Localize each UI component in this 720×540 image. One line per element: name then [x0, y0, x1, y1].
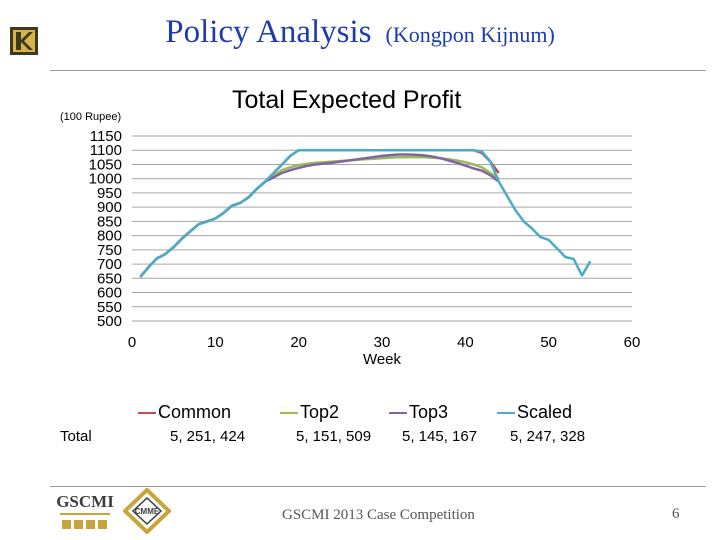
y-tick-label: 850: [97, 213, 122, 230]
legend-swatch-common: [138, 411, 156, 414]
total-scaled: 5, 247, 328: [510, 428, 586, 445]
y-tick-label: 600: [97, 285, 122, 302]
total-top3: 5, 145, 167: [402, 428, 478, 445]
slide-title-row: Policy Analysis (Kongpon Kijnum): [0, 14, 720, 51]
page-number: 6: [672, 506, 680, 522]
header-divider: [50, 70, 706, 71]
legend-label-top3: Top3: [409, 402, 449, 422]
x-tick-label: 40: [457, 334, 474, 351]
chart-title: Total Expected Profit: [232, 86, 462, 114]
legend-label-top2: Top2: [300, 402, 340, 422]
y-tick-label: 550: [97, 299, 122, 316]
series-line-common: [139, 148, 500, 278]
y-tick-label: 750: [97, 242, 122, 259]
footer-text: GSCMI 2013 Case Competition: [282, 507, 475, 523]
legend-label-scaled: Scaled: [517, 402, 573, 422]
legend-swatch-top2: [280, 411, 298, 414]
x-axis-ticks: 0 10 20 30 40 50 60: [128, 334, 641, 351]
y-tick-label: 700: [97, 256, 122, 273]
gscmi-logo: GSCMI: [56, 492, 114, 529]
y-tick-label: 950: [97, 185, 122, 202]
gscmi-logo-text: GSCMI: [56, 492, 114, 511]
slide-title: Policy Analysis: [165, 14, 372, 50]
y-tick-label: 650: [97, 270, 122, 287]
legend-common: Common: [138, 402, 231, 423]
footer-divider: [50, 486, 706, 487]
y-tick-label: 1000: [89, 171, 122, 188]
y-axis-ticks: 1150110010501000950900850800750700650600…: [89, 128, 122, 330]
cmme-logo-text: CMME: [135, 507, 160, 516]
y-tick-label: 500: [97, 313, 122, 330]
legend-top2: Top2: [280, 402, 339, 423]
chart-gridlines: [132, 135, 632, 322]
series-line-top3: [139, 153, 500, 278]
k-logo: [10, 27, 38, 55]
legend-top3: Top3: [389, 402, 448, 423]
line-chart: 1150110010501000950900850800750700650600…: [89, 128, 641, 368]
legend-swatch-top3: [389, 411, 407, 414]
slide-author: (Kongpon Kijnum): [385, 22, 555, 47]
cmme-logo: CMME: [123, 488, 171, 534]
y-tick-label: 1100: [90, 142, 122, 159]
y-tick-label: 800: [97, 228, 122, 245]
legend-label-common: Common: [158, 402, 232, 422]
y-tick-label: 1050: [89, 156, 122, 173]
x-tick-label: 50: [540, 334, 557, 351]
totals-row-label: Total: [60, 428, 92, 445]
y-unit-label: (100 Rupee): [60, 111, 122, 123]
x-tick-label: 10: [207, 334, 224, 351]
legend-swatch-scaled: [497, 411, 515, 414]
legend-scaled: Scaled: [497, 402, 572, 423]
series-line-top2: [139, 155, 500, 278]
x-tick-label: 20: [290, 334, 307, 351]
total-common: 5, 251, 424: [170, 428, 246, 445]
x-tick-label: 30: [374, 334, 391, 351]
y-tick-label: 900: [97, 199, 122, 216]
chart-series-lines: [139, 148, 592, 278]
x-tick-label: 60: [624, 334, 641, 351]
x-axis-label: Week: [363, 351, 402, 368]
y-tick-label: 1150: [90, 128, 122, 145]
x-tick-label: 0: [128, 334, 136, 351]
series-line-scaled: [139, 148, 592, 278]
total-top2: 5, 151, 509: [296, 428, 372, 445]
